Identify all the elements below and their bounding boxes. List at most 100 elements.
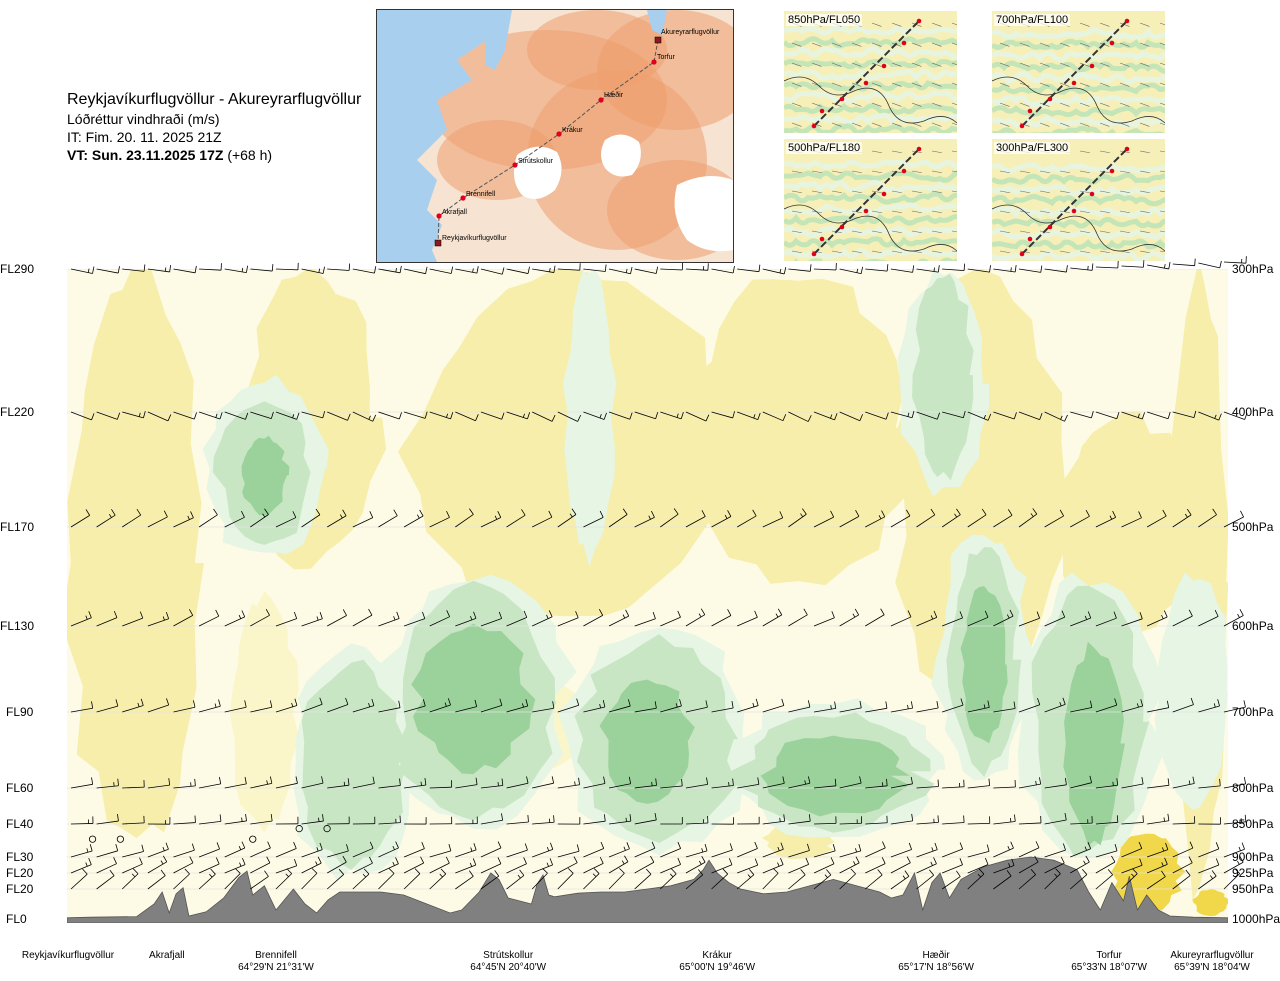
level-map-waypoint [1019, 251, 1025, 257]
updraft-area [67, 269, 204, 838]
level-map-band [992, 238, 1165, 251]
wind-barb [737, 698, 759, 713]
level-map-label: 700hPa/FL100 [994, 14, 1071, 26]
level-map-barb [1139, 250, 1150, 254]
terrain-profile [67, 856, 1228, 923]
wind-barb [70, 701, 94, 713]
level-map-barb [911, 210, 922, 214]
map-waypoint-label: Reykjavíkurflugvöllur [442, 235, 507, 242]
wind-barb [993, 870, 1012, 890]
downdraft-area [241, 435, 290, 516]
level-map-barb [1059, 82, 1070, 87]
wind-barb [1044, 856, 1065, 874]
level-map-barb [1119, 230, 1130, 234]
wind-barb [1121, 511, 1142, 528]
downdraft-area [912, 273, 974, 481]
wind-barb [557, 698, 580, 713]
level-map-barb [831, 210, 842, 214]
wind-barb [224, 700, 247, 713]
wind-barb [660, 868, 677, 890]
wind-barb [1044, 843, 1066, 858]
wind-barb [147, 411, 172, 422]
wind-barb [1223, 842, 1245, 858]
wind-barb [1019, 815, 1042, 825]
level-map-barb [891, 122, 902, 127]
wind-barb [147, 778, 171, 789]
wind-barb [1198, 858, 1220, 874]
level-map-barb [1039, 250, 1050, 254]
level-map-barb [851, 82, 862, 87]
wind-barb [736, 509, 757, 528]
wind-barb [1018, 855, 1039, 874]
wind-barb [685, 700, 708, 713]
wind-barb [685, 263, 709, 271]
wind-barb [839, 266, 864, 275]
level-map-barb [1159, 150, 1165, 153]
y-tick-label-left: FL130 [0, 619, 35, 633]
level-map-band [992, 60, 1165, 74]
waypoint-name: Hæðir [922, 950, 950, 961]
y-tick-label-right: 600hPa [1232, 619, 1274, 633]
wind-barb [788, 857, 810, 874]
wind-barb [865, 264, 889, 272]
wind-barb [583, 776, 606, 789]
level-map-barb [1159, 82, 1165, 86]
parameter-subtitle: Lóðréttur vindhraði (m/s) [67, 111, 220, 127]
wind-barb [352, 511, 374, 528]
wind-barb [813, 510, 835, 528]
wind-barb [352, 776, 375, 789]
wind-barb [1223, 868, 1240, 890]
level-map-barb [931, 102, 942, 107]
level-map-barb [931, 62, 942, 67]
wind-barb [839, 510, 860, 528]
level-map-barb [999, 42, 1010, 47]
wind-barb [147, 855, 168, 874]
level-map-barb [851, 62, 862, 67]
wind-barb [737, 777, 760, 789]
level-map-barb [791, 210, 802, 214]
wind-barb [224, 868, 241, 890]
wind-barb [762, 842, 784, 858]
wind-barb [455, 411, 479, 422]
wind-barb [583, 609, 604, 627]
wind-barb [1121, 612, 1143, 627]
level-map-barb [1119, 170, 1130, 174]
wind-barb [1223, 510, 1244, 528]
wind-barb [1223, 855, 1244, 874]
wind-barb [352, 841, 374, 858]
wind-barb [1121, 777, 1144, 789]
wind-barb [429, 411, 454, 420]
wind-barb [890, 842, 912, 858]
map-waypoint-label: Akureyrarflugvöllur [661, 29, 720, 36]
level-map-300: 300hPa/FL300 [992, 139, 1165, 261]
level-map-svg [992, 11, 1165, 133]
wind-barb [762, 868, 779, 890]
updraft-area [673, 278, 922, 586]
wind-barb [199, 263, 222, 271]
wind-barb [96, 509, 116, 528]
wind-barb [1147, 411, 1171, 420]
level-map-coast [784, 76, 957, 124]
wind-barb [198, 868, 216, 890]
level-map-band [784, 102, 957, 115]
level-map-barb [1099, 82, 1110, 87]
wind-barb [480, 698, 503, 713]
level-map-barb [931, 150, 942, 154]
wind-barb [993, 814, 1016, 825]
map-sea [377, 10, 497, 262]
level-map-waypoint [1089, 191, 1095, 197]
level-map-barb [999, 62, 1010, 67]
wind-barb [327, 844, 349, 858]
level-map-barb [1159, 190, 1165, 193]
level-map-barb [791, 42, 802, 47]
wind-barb [711, 843, 733, 858]
level-map-barb [891, 62, 902, 67]
wind-barbs [70, 256, 1248, 890]
wind-barb [403, 868, 421, 890]
level-map-barb [851, 230, 862, 234]
wind-barb [813, 857, 835, 874]
wind-barb [173, 868, 190, 890]
level-map-barb [891, 150, 902, 154]
level-map-barb [1059, 230, 1070, 234]
wind-barb [634, 510, 655, 528]
